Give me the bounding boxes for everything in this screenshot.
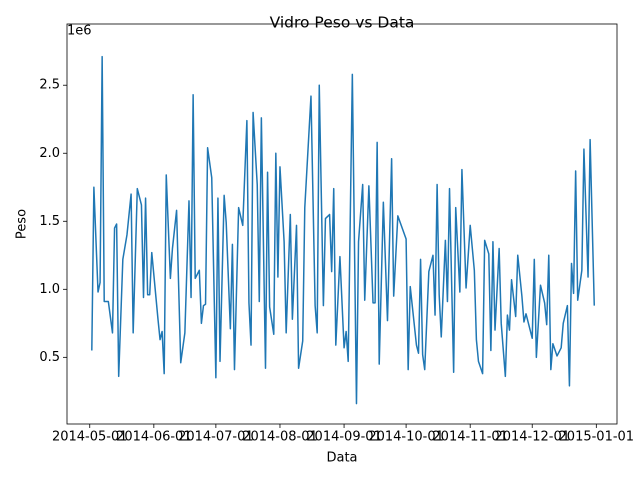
x-tick-label: 2014-08-01	[242, 430, 318, 445]
chart-title: Vidro Peso vs Data	[270, 14, 415, 32]
x-tick-label: 2014-12-01	[494, 430, 570, 445]
plot-frame	[66, 23, 618, 425]
x-tick-label: 2014-06-01	[116, 430, 192, 445]
y-tick-label: 0.5	[39, 350, 60, 365]
y-tick-label: 2.5	[39, 78, 60, 93]
data-line	[91, 55, 596, 405]
y-tick-label: 1.5	[39, 214, 60, 229]
y-axis-label: Peso	[15, 209, 30, 239]
y-tick-label: 2.0	[39, 146, 60, 161]
x-axis-label: Data	[326, 451, 357, 466]
x-tick-label: 2014-07-01	[178, 430, 254, 445]
y-tick-label: 1.0	[39, 282, 60, 297]
x-tick-label: 2015-01-01	[559, 430, 635, 445]
y-offset-label: 1e6	[67, 24, 92, 39]
x-tick-label: 2014-11-01	[432, 430, 508, 445]
x-tick-label: 2014-09-01	[306, 430, 382, 445]
x-tick-label: 2014-05-01	[52, 430, 128, 445]
x-tick-label: 2014-10-01	[368, 430, 444, 445]
